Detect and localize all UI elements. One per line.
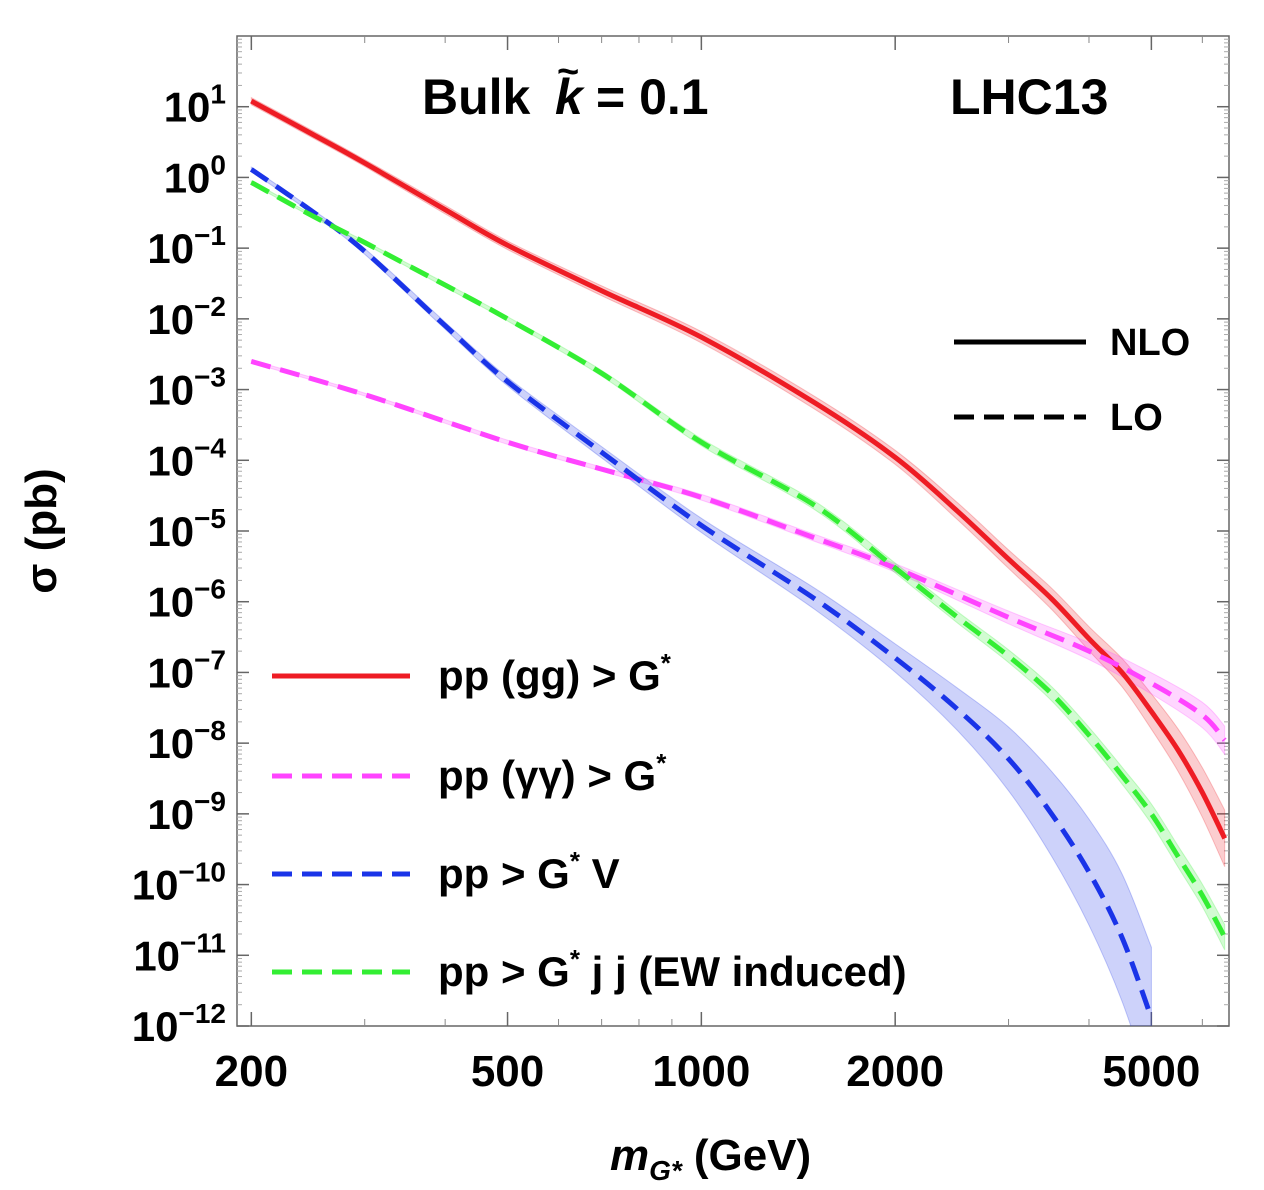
y-tick-label: 10−12 xyxy=(132,998,226,1050)
y-tick-label: 10−6 xyxy=(147,574,226,626)
curve-gjj xyxy=(250,180,1227,939)
series-curves xyxy=(249,98,1227,1019)
curve-gv xyxy=(249,167,1154,1019)
legend-yy-label: pp (γγ) > G* xyxy=(438,748,667,799)
band-gv xyxy=(250,166,1152,1026)
band-gg xyxy=(250,96,1226,867)
y-tick-label: 10−5 xyxy=(147,503,226,555)
plot-frame xyxy=(236,35,1230,1027)
y-tick-label: 10−1 xyxy=(147,220,226,272)
y-tick-label: 10−11 xyxy=(133,927,226,979)
x-axis-label: mG* (GeV) xyxy=(610,1131,811,1186)
legend-gv-label: pp > G* V xyxy=(438,846,620,897)
y-tick-label: 10−9 xyxy=(147,786,226,838)
y-tick-labels: 101 100 10−1 10−2 10−3 10−4 10−5 10−6 10−7 10−8 10… xyxy=(132,79,227,1050)
curve-gg xyxy=(250,98,1227,840)
x-tick-label: 200 xyxy=(215,1047,288,1096)
y-tick-label: 100 xyxy=(164,149,226,201)
y-tick-label: 10−4 xyxy=(147,432,226,484)
y-tick-label: 10−10 xyxy=(132,857,226,909)
curve-yy xyxy=(250,359,1227,742)
legend-gg-label: pp (gg) > G* xyxy=(438,648,672,699)
order-legend: NLO LO xyxy=(954,322,1190,439)
title-k-value: = 0.1 xyxy=(596,69,709,125)
x-tick-labels: 200 500 1000 2000 5000 xyxy=(215,1047,1201,1096)
legend-lo-label: LO xyxy=(1110,397,1163,439)
title-k-symbol: k xyxy=(555,69,585,125)
x-tick-label: 500 xyxy=(471,1047,544,1096)
legend-nlo-label: NLO xyxy=(1110,322,1190,364)
series-legend: pp (gg) > G* pp (γγ) > G* pp > G* V pp >… xyxy=(272,648,907,995)
x-tick-label: 2000 xyxy=(846,1047,944,1096)
y-tick-label: 10−7 xyxy=(147,644,226,696)
y-tick-label: 10−3 xyxy=(147,362,226,414)
y-tick-label: 101 xyxy=(164,79,226,131)
title-bulk: Bulk xyxy=(422,69,531,125)
x-tick-label: 5000 xyxy=(1102,1047,1200,1096)
title-lhc13: LHC13 xyxy=(950,69,1108,125)
major-ticks xyxy=(237,36,1229,1027)
y-tick-label: 10−2 xyxy=(147,291,226,343)
legend-gjj-label: pp > G* j j (EW induced) xyxy=(438,944,907,995)
title-k-tilde: ~ xyxy=(557,51,579,93)
y-tick-label: 10−8 xyxy=(147,715,226,767)
band-gjj xyxy=(250,180,1226,951)
x-tick-label: 1000 xyxy=(652,1047,750,1096)
y-axis-label: σ (pb) xyxy=(17,468,66,593)
